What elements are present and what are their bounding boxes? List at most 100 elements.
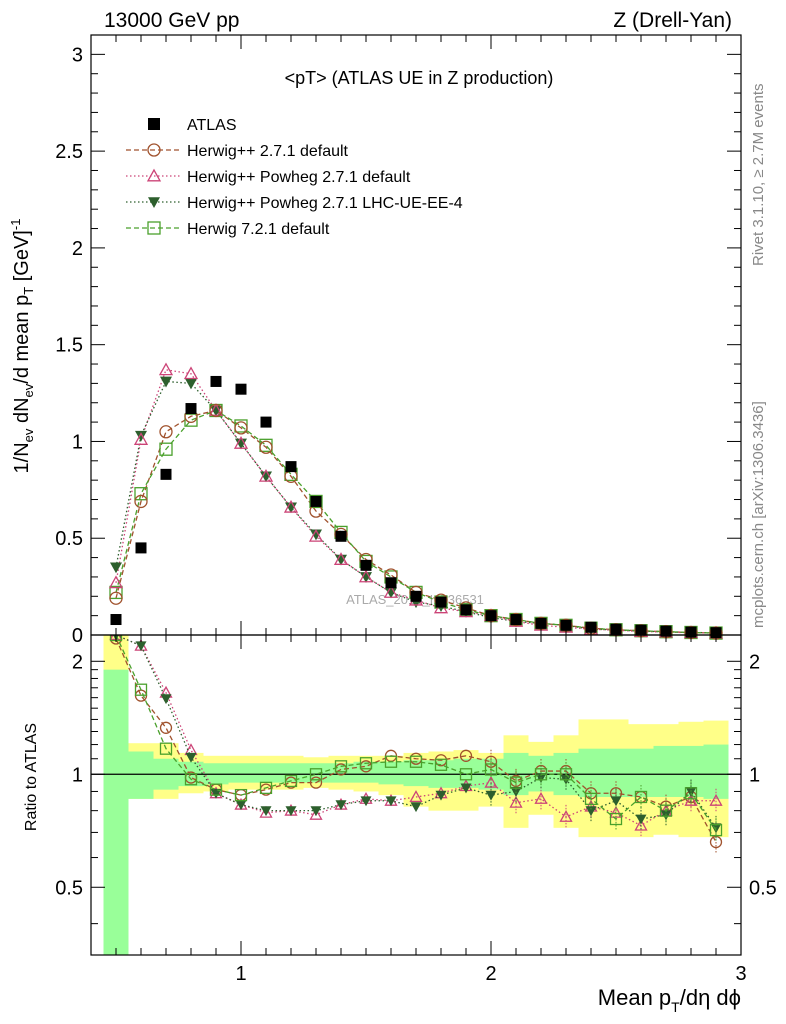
band-green-bin — [703, 744, 729, 799]
point-atlas — [360, 559, 372, 571]
ytick-label: 1 — [72, 431, 83, 453]
point-herwig7 — [134, 487, 148, 501]
point-herwigpp_powheg_ue — [235, 438, 247, 450]
point-herwigpp_powheg_ue — [210, 405, 222, 417]
ytick-label: 2.5 — [55, 141, 83, 163]
ratio-point-herwigpp_powheg_ue — [135, 641, 147, 652]
ratio-point-herwigpp_powheg_ue — [635, 814, 647, 825]
point-herwigpp_default — [209, 403, 223, 418]
header-left: 13000 GeV pp — [104, 9, 239, 32]
ratio-point-herwigpp_default — [309, 776, 323, 789]
ratio-point-herwigpp_powheg — [534, 792, 548, 804]
xtick-label: 3 — [735, 963, 746, 985]
point-herwig7 — [109, 585, 123, 600]
point-atlas — [560, 619, 572, 631]
point-herwigpp_powheg — [383, 585, 399, 598]
point-herwigpp_powheg_ue — [260, 471, 272, 483]
ratio-point-herwig7 — [309, 768, 323, 781]
legend-marker-herwigpp_powheg — [146, 168, 162, 182]
point-atlas — [410, 590, 422, 602]
point-atlas — [310, 495, 322, 507]
ylabel-bottom: Ratio to ATLAS — [23, 723, 40, 831]
ratio-point-herwigpp_powheg_ue — [485, 790, 497, 801]
band-green-bin — [628, 748, 654, 797]
ratio-point-herwig7 — [709, 823, 723, 837]
point-atlas — [435, 596, 447, 608]
band-green-bin — [653, 745, 679, 797]
ratio-point-herwigpp_powheg — [259, 805, 273, 818]
ratio-point-herwig7 — [359, 757, 373, 770]
point-atlas — [485, 610, 497, 622]
ratio-ytick-label: 0.5 — [55, 877, 83, 899]
ratio-point-herwigpp_powheg_ue — [285, 806, 297, 817]
point-herwigpp_powheg — [308, 528, 324, 542]
ratio-point-herwigpp_powheg — [684, 793, 698, 806]
ratio-point-herwig7 — [434, 758, 448, 771]
main-series — [108, 362, 724, 640]
legend-marker-herwigpp_powheg_ue — [148, 197, 160, 208]
axes: 0 0.5 1 1.5 2 2.5 3 1 2 3 0.5 0.5 1 1 2 2 — [55, 34, 777, 985]
point-herwig7 — [309, 494, 323, 509]
point-atlas — [160, 468, 172, 480]
ratio-point-herwigpp_powheg_ue — [435, 790, 447, 801]
ratio-point-herwig7 — [334, 760, 348, 773]
point-herwigpp_default — [234, 421, 248, 435]
ratio-point-herwig7 — [484, 763, 498, 776]
point-atlas — [285, 461, 297, 473]
ratio-point-herwigpp_powheg_ue — [210, 788, 222, 799]
ratio-point-herwigpp_powheg_ue — [585, 806, 597, 817]
ratio-ytick-label-right: 1 — [749, 764, 760, 786]
ratio-point-herwig7 — [209, 783, 223, 796]
ratio-point-herwigpp_powheg — [634, 818, 648, 831]
ratio-point-herwigpp_powheg_ue — [260, 806, 272, 817]
point-herwigpp_powheg — [283, 499, 299, 513]
ratio-point-herwigpp_powheg_ue — [385, 796, 397, 807]
point-herwigpp_default — [509, 612, 523, 627]
ratio-point-herwig7 — [134, 683, 148, 696]
xlabel: Mean pT/dη dϕ — [598, 985, 741, 1015]
header-right: Z (Drell-Yan) — [613, 9, 732, 32]
ratio-point-herwigpp_powheg_ue — [360, 796, 372, 807]
point-herwigpp_powheg — [333, 552, 349, 565]
point-atlas — [460, 604, 472, 616]
ratio-point-herwig7 — [609, 812, 623, 826]
point-herwigpp_powheg — [183, 366, 199, 380]
band-green-bin — [128, 751, 154, 799]
ylabel-top: 1/Nev dNev/d mean pT [GeV]-1 — [8, 219, 36, 474]
ratio-point-herwig7 — [409, 755, 423, 768]
xtick-label: 1 — [235, 963, 246, 985]
legend-label-herwig7: Herwig 7.2.1 default — [187, 221, 330, 238]
point-herwigpp_powheg_ue — [360, 572, 372, 583]
ratio-point-herwigpp_default — [159, 721, 173, 734]
ratio-point-herwigpp_powheg_ue — [685, 787, 697, 797]
ratio-point-herwigpp_default — [459, 749, 473, 762]
ratio-point-herwigpp_powheg_ue — [410, 802, 422, 813]
xtick-label: 2 — [485, 963, 496, 985]
point-atlas — [110, 614, 122, 626]
ratio-bands — [103, 635, 729, 955]
ratio-point-herwig7 — [509, 776, 523, 789]
ratio-point-herwig7 — [459, 768, 473, 781]
legend-marker-atlas — [148, 118, 160, 130]
legend-label-herwigpp_default: Herwig++ 2.7.1 default — [187, 143, 349, 160]
ratio-point-herwigpp_powheg_ue — [610, 796, 622, 807]
ratio-point-herwigpp_powheg — [509, 795, 523, 808]
point-atlas — [510, 614, 522, 626]
ratio-point-herwigpp_powheg_ue — [235, 800, 247, 811]
point-herwig7 — [184, 413, 198, 427]
band-green-bin — [103, 669, 129, 955]
ratio-point-herwigpp_powheg — [559, 810, 573, 822]
point-herwigpp_powheg_ue — [335, 554, 347, 566]
point-atlas — [210, 375, 222, 387]
ratio-point-herwigpp_powheg_ue — [335, 800, 347, 811]
point-herwigpp_default — [134, 494, 148, 509]
ratio-point-herwigpp_powheg — [409, 790, 423, 803]
legend-label-atlas: ATLAS — [187, 117, 237, 134]
point-atlas — [535, 617, 547, 629]
ratio-point-herwig7 — [559, 768, 573, 781]
point-herwigpp_powheg_ue — [160, 376, 172, 388]
ratio-ytick-label: 1 — [72, 764, 83, 786]
ratio-point-herwig7 — [584, 792, 598, 806]
point-herwigpp_powheg — [158, 362, 174, 376]
